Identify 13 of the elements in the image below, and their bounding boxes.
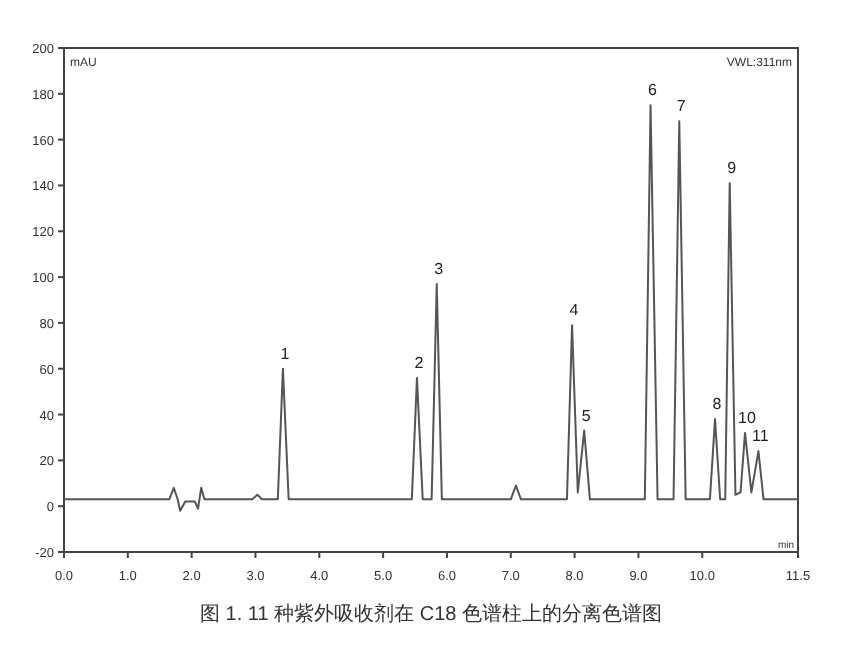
annotation: 1 [280, 344, 291, 363]
annotation: 3 [434, 259, 445, 278]
annotation: 5 [581, 406, 592, 425]
annotation: 6 [648, 81, 659, 100]
annotation: 8 [712, 395, 723, 414]
annotation: 10 [738, 408, 758, 427]
annotation: 2 [414, 353, 425, 372]
annotation: 4 [569, 301, 580, 320]
annotation: 9 [727, 159, 738, 178]
caption: 图 1. 11 种紫外吸收剂在 C18 色谱柱上的分离色谱图 [200, 602, 662, 626]
annotation: 11 [752, 427, 770, 446]
annotation: 7 [676, 97, 687, 116]
line-series [63, 104, 799, 512]
